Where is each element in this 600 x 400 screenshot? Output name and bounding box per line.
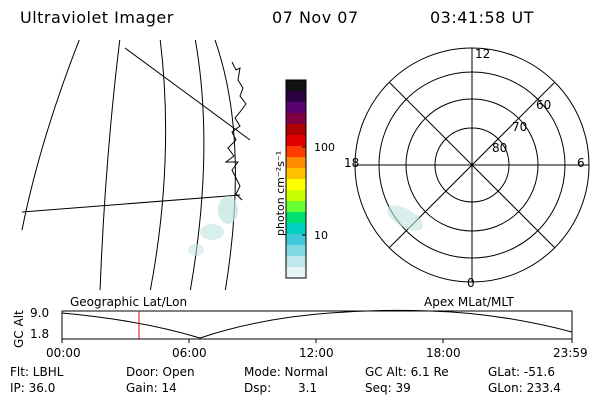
timeline-tick-label: 00:00 [46,346,81,360]
ip-status: IP: 36.0 [10,381,56,395]
polar-aurora-emission [387,205,423,231]
dsp-value: 3.1 [298,381,318,395]
colorbar-segment [286,168,306,180]
instrument-title: Ultraviolet Imager [20,8,174,27]
lat-label-60: 60 [536,98,552,112]
aurora-emission [188,196,238,256]
polar-plot [354,47,590,283]
colorbar-segment [286,223,306,235]
colorbar-segment [286,113,306,125]
dsp-label: Dsp: [244,381,272,395]
filter-status: Flt: LBHL [10,365,64,379]
timeline-tick-label: 23:59 [553,346,588,360]
altitude-timeline [61,309,573,343]
timeline-ymax: 9.0 [30,306,50,320]
gc-alt-status: GC Alt: 6.1 Re [365,365,449,379]
timeline-left-title: Geographic Lat/Lon [70,295,188,309]
colorbar-segment [286,157,306,169]
colorbar-segment [286,212,306,224]
colorbar-segment [286,179,306,191]
colorbar-segment [286,256,306,268]
mlt-label-0: 0 [467,276,475,290]
time-label: 03:41:58 UT [430,8,534,27]
map-longitude-line [99,40,121,290]
colorbar-tick-10: 10 [314,229,328,242]
coastline [224,61,247,201]
mode-status: Mode: Normal [244,365,328,379]
door-status: Door: Open [126,365,195,379]
map-latitude-line [21,194,241,213]
colorbar-frame [285,79,307,279]
colorbar-segment [286,102,306,114]
colorbar-segment [286,91,306,103]
colorbar-unit-label: photon cm⁻²s⁻¹ [274,150,287,236]
colorbar-segment [286,80,306,92]
glon-status: GLon: 233.4 [488,381,561,395]
timeline-tick-label: 18:00 [426,346,461,360]
map-longitude-line [189,40,205,290]
colorbar [285,79,307,279]
timeline-ymin: 1.8 [30,327,50,341]
colorbar-segment [286,124,306,136]
colorbar-segment [286,245,306,257]
timeline-right-title: Apex MLat/MLT [424,295,514,309]
colorbar-segment [286,190,306,202]
lat-label-80: 80 [492,141,508,155]
map-longitude-line [21,40,80,231]
gain-status: Gain: 14 [126,381,177,395]
colorbar-segment [286,234,306,246]
colorbar-segment [286,267,306,279]
timeline-axis-label: GC Alt [12,310,26,348]
map-longitude-line [214,40,236,290]
timeline-tick-label: 06:00 [172,346,207,360]
map-longitude-line [149,40,167,290]
mlt-label-6: 6 [577,156,585,170]
lat-label-70: 70 [512,120,528,134]
seq-status: Seq: 39 [365,381,411,395]
mlt-label-12: 12 [475,47,491,61]
colorbar-segment [286,201,306,213]
map-latitude-line [124,47,251,141]
timeline-frame [61,310,573,340]
altitude-curve [61,309,573,339]
colorbar-segment [286,146,306,158]
timeline-tick-label: 12:00 [299,346,334,360]
date-label: 07 Nov 07 [272,8,359,27]
mlt-label-18: 18 [344,156,360,170]
colorbar-segment [286,135,306,147]
glat-status: GLat: -51.6 [488,365,555,379]
colorbar-tick-100: 100 [314,141,335,154]
geographic-map [21,40,251,290]
